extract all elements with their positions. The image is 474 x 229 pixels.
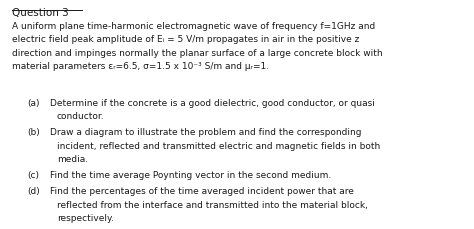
Text: respectively.: respectively. bbox=[57, 213, 114, 222]
Text: material parameters εᵣ=6.5, σ=1.5 x 10⁻³ S/m and μᵣ=1.: material parameters εᵣ=6.5, σ=1.5 x 10⁻³… bbox=[12, 62, 269, 71]
Text: (b): (b) bbox=[27, 128, 40, 137]
Text: A uniform plane time-harmonic electromagnetic wave of frequency f=1GHz and: A uniform plane time-harmonic electromag… bbox=[12, 22, 375, 31]
Text: (a): (a) bbox=[27, 98, 40, 107]
Text: (d): (d) bbox=[27, 186, 40, 195]
Text: reflected from the interface and transmitted into the material block,: reflected from the interface and transmi… bbox=[57, 200, 368, 209]
Text: incident, reflected and transmitted electric and magnetic fields in both: incident, reflected and transmitted elec… bbox=[57, 141, 380, 150]
Text: electric field peak amplitude of Eᵢ = 5 V/m propagates in air in the positive z: electric field peak amplitude of Eᵢ = 5 … bbox=[12, 35, 359, 44]
Text: conductor.: conductor. bbox=[57, 112, 104, 121]
Text: Determine if the concrete is a good dielectric, good conductor, or quasi: Determine if the concrete is a good diel… bbox=[50, 98, 374, 107]
Text: direction and impinges normally the planar surface of a large concrete block wit: direction and impinges normally the plan… bbox=[12, 49, 383, 58]
Text: Draw a diagram to illustrate the problem and find the corresponding: Draw a diagram to illustrate the problem… bbox=[50, 128, 361, 137]
Text: Question 3: Question 3 bbox=[12, 8, 69, 18]
Text: (c): (c) bbox=[27, 170, 39, 180]
Text: Find the percentages of the time averaged incident power that are: Find the percentages of the time average… bbox=[50, 186, 354, 195]
Text: Find the time average Poynting vector in the second medium.: Find the time average Poynting vector in… bbox=[50, 170, 331, 180]
Text: media.: media. bbox=[57, 155, 88, 164]
